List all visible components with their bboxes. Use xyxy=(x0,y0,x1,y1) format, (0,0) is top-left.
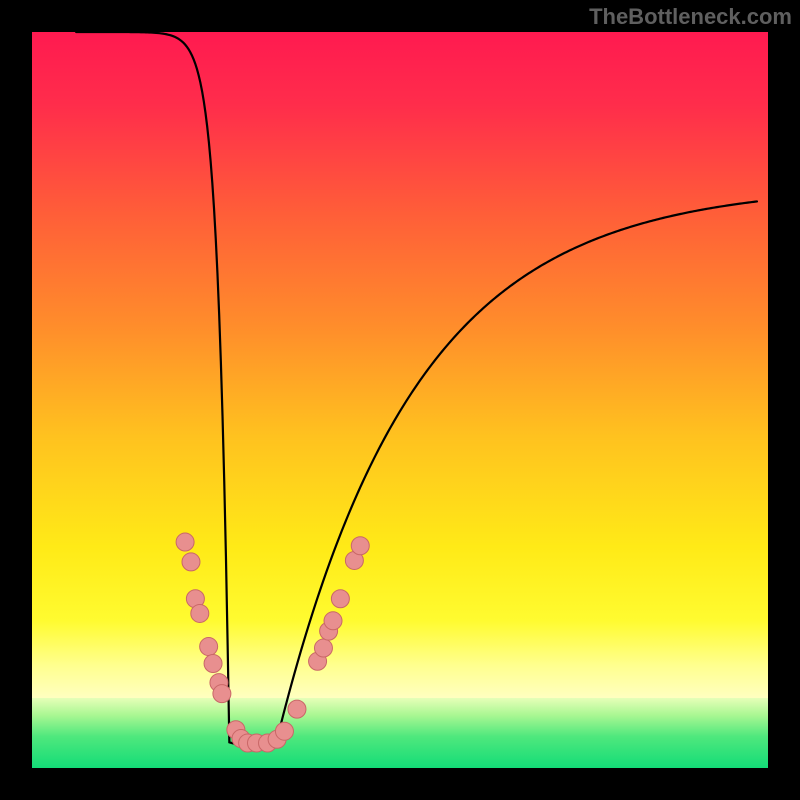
data-point-marker xyxy=(191,604,209,622)
data-point-marker xyxy=(182,553,200,571)
data-point-marker xyxy=(314,639,332,657)
bottleneck-curve xyxy=(76,32,757,747)
data-point-marker xyxy=(213,685,231,703)
plot-area xyxy=(32,32,768,768)
watermark-text: TheBottleneck.com xyxy=(589,4,792,30)
data-point-marker xyxy=(176,533,194,551)
chart-frame: TheBottleneck.com xyxy=(0,0,800,800)
data-point-marker xyxy=(351,537,369,555)
data-point-marker xyxy=(324,612,342,630)
chart-svg xyxy=(32,32,768,768)
data-point-marker xyxy=(204,654,222,672)
data-point-marker xyxy=(275,722,293,740)
data-point-marker xyxy=(288,700,306,718)
data-point-marker xyxy=(200,638,218,656)
data-point-marker xyxy=(331,590,349,608)
